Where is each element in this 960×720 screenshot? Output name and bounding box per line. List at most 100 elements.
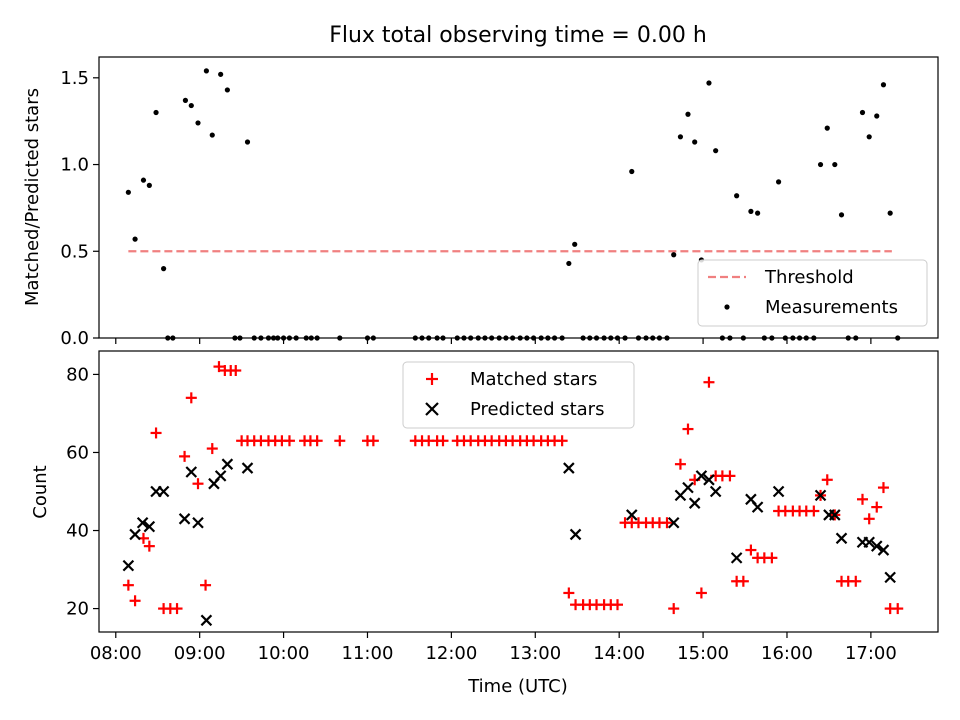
predicted-star-point <box>884 571 896 584</box>
matched-star-point <box>724 470 736 482</box>
matched-star-point <box>850 575 862 587</box>
matched-star-point <box>695 587 707 599</box>
bottom-xtick-label: 14:00 <box>593 643 645 664</box>
matched-star-point <box>334 435 346 447</box>
bottom-y-axis-label: Count <box>30 465 51 518</box>
matched-star-point <box>682 423 694 435</box>
legend-predicted-label: Predicted stars <box>470 399 604 420</box>
matched-star-point <box>674 458 686 470</box>
predicted-star-point <box>200 614 213 627</box>
predicted-star-point <box>569 528 582 541</box>
matched-star-point <box>367 435 379 447</box>
matched-star-point <box>612 599 624 611</box>
predicted-star-point <box>863 536 875 549</box>
measurement-point <box>713 148 719 154</box>
measurement-point <box>218 71 224 77</box>
measurement-point <box>195 120 201 126</box>
matched-star-point <box>821 474 833 486</box>
matched-star-point <box>766 552 778 564</box>
measurement-point <box>874 113 880 119</box>
measurement-point <box>153 109 159 116</box>
predicted-star-point <box>214 470 227 482</box>
measurement-point <box>146 182 152 188</box>
matched-star-point <box>185 392 197 404</box>
bottom-panel: 20 40 60 80 08:00 09:00 10:00 11:00 12:00 13:00 1… <box>30 350 939 697</box>
measurement-point <box>880 82 887 88</box>
measurement-point <box>685 111 691 117</box>
predicted-star-point <box>877 544 890 556</box>
bottom-xtick-label: 10:00 <box>258 643 310 664</box>
bottom-xtick-label: 13:00 <box>509 643 561 664</box>
matched-star-point <box>206 443 218 455</box>
bottom-plot-area <box>122 361 904 627</box>
measurement-point <box>859 109 866 116</box>
figure-title: Flux total observing time = 0.00 h <box>329 23 707 48</box>
measurement-point <box>182 97 189 103</box>
predicted-star-point <box>563 462 575 474</box>
bottom-ytick-label: 20 <box>66 599 89 620</box>
bottom-xtick-label: 09:00 <box>174 643 226 664</box>
predicted-star-point <box>751 501 764 513</box>
matched-star-point <box>737 575 749 587</box>
predicted-star-point <box>870 540 883 552</box>
measurement-point <box>775 179 782 185</box>
legend-measurements-swatch <box>724 304 730 310</box>
measurement-point <box>706 80 712 86</box>
top-panel: 0.0 0.5 1.0 1.5 Matched/Predicted stars Thr… <box>22 56 939 349</box>
predicted-star-point <box>136 516 149 529</box>
matched-star-point <box>283 435 295 447</box>
top-legend-box <box>697 259 928 327</box>
measurement-point <box>224 87 230 93</box>
matched-star-point <box>122 579 134 591</box>
predicted-star-point <box>192 516 204 529</box>
matched-star-point <box>877 482 889 494</box>
predicted-star-point <box>772 485 785 498</box>
predicted-star-point <box>157 485 170 498</box>
predicted-star-point <box>814 489 827 502</box>
predicted-star-point <box>667 516 680 529</box>
measurement-point <box>817 161 824 168</box>
measurement-point <box>203 68 209 74</box>
matched-star-point <box>129 595 141 607</box>
measurement-point <box>748 208 754 214</box>
predicted-star-point <box>703 474 715 486</box>
bottom-y-ticks: 20 40 60 80 <box>66 364 99 620</box>
top-ytick-label: 0.0 <box>60 328 89 349</box>
bottom-xtick-label: 15:00 <box>677 643 729 664</box>
matched-star-point <box>863 513 875 525</box>
legend-threshold-label: Threshold <box>764 267 854 288</box>
predicted-star-point <box>221 458 234 470</box>
top-x-ticks <box>115 338 872 344</box>
top-axes-frame <box>98 56 939 339</box>
measurement-point <box>677 134 684 140</box>
top-ytick-label: 1.5 <box>60 68 89 89</box>
measurement-point <box>209 132 215 138</box>
bottom-ytick-label: 40 <box>66 521 89 542</box>
top-y-axis-label: Matched/Predicted stars <box>22 88 43 306</box>
predicted-star-point <box>709 485 722 498</box>
bottom-legend: Matched stars Predicted stars <box>402 361 635 429</box>
legend-measurements-label: Measurements <box>765 297 898 318</box>
measurement-point <box>671 252 677 258</box>
bottom-xtick-label: 16:00 <box>761 643 813 664</box>
predicted-star-point <box>829 509 841 521</box>
bottom-legend-box <box>402 361 635 429</box>
measurement-point <box>629 168 635 175</box>
measurement-point <box>887 210 893 216</box>
measurement-point <box>755 210 761 216</box>
matched-star-point <box>703 376 715 388</box>
bottom-x-ticks: 08:00 09:00 10:00 11:00 12:00 13:00 14:00 15:00… <box>90 632 897 664</box>
matched-star-point <box>892 603 904 615</box>
matched-star-point <box>213 361 225 373</box>
measurement-point <box>125 189 131 195</box>
matched-star-point <box>150 427 162 439</box>
predicted-star-point <box>129 528 141 541</box>
measurement-point <box>132 236 138 242</box>
measurement-point <box>140 177 147 183</box>
predicted-star-point <box>682 481 694 494</box>
bottom-ytick-label: 60 <box>66 442 89 463</box>
bottom-xtick-label: 17:00 <box>845 643 897 664</box>
top-y-ticks: 0.0 0.5 1.0 1.5 <box>60 68 99 349</box>
